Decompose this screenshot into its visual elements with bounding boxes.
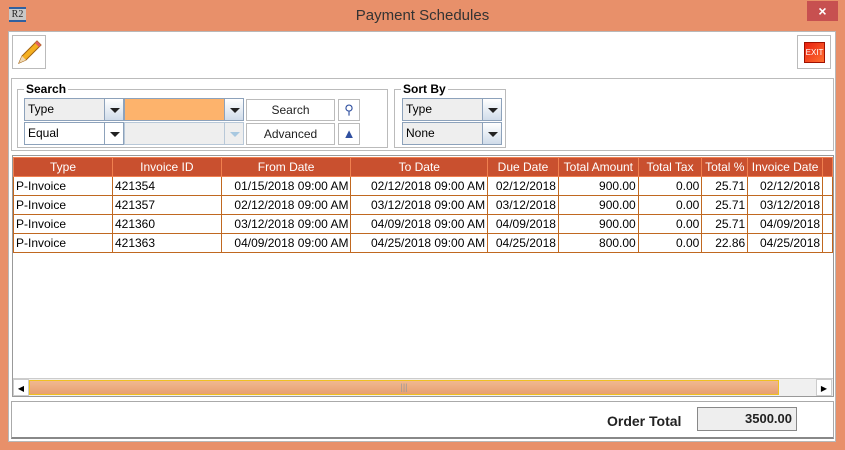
chevron-down-icon [224,123,243,144]
table-cell: 04/25/2018 [747,233,824,253]
table-cell: 03/12/2018 [487,195,559,215]
magnifier-icon[interactable]: ⚲ [338,99,360,121]
search-field-select[interactable]: Type [24,98,124,121]
close-button[interactable]: × [807,1,838,21]
table-cell: 421360 [111,214,222,234]
table-cell: 900.00 [557,195,639,215]
window-title: Payment Schedules [355,7,490,24]
column-header[interactable]: Type [13,157,113,177]
operator-value: Equal [28,126,59,140]
app-icon: R2 [9,7,26,22]
table-cell: 25.71 [701,214,749,234]
sort-order-value: None [406,126,435,140]
table-cell: 421354 [111,176,222,196]
chevron-down-icon [224,99,243,120]
table-cell: 22.86 [701,233,749,253]
column-header[interactable]: Invoice Date [747,157,824,177]
chevron-down-icon [104,99,123,120]
table-cell: 02/12/2018 [487,176,559,196]
search-value [125,99,224,120]
table-cell: 03/12/2018 09:00 AM [220,214,352,234]
table-cell: P-Invoice [13,176,113,196]
column-header[interactable]: To Date [350,157,489,177]
table-cell: 25.71 [701,195,749,215]
table-cell [822,233,833,253]
table-cell: 03/12/2018 09:00 AM [350,195,489,215]
sort-group: Sort By [394,82,506,148]
search-value-select[interactable] [124,98,244,121]
table-row[interactable]: P-Invoice 421363 04/09/2018 09:00 AM 04/25/… [13,233,833,253]
search-value2-select [124,122,244,145]
table-cell: P-Invoice [13,195,113,215]
search-value2 [125,123,224,144]
table-cell [822,195,833,215]
sort-field-value: Type [406,102,433,116]
table-cell: 04/09/2018 09:00 AM [350,214,489,234]
table-cell [822,214,833,234]
search-legend: Search [26,82,67,96]
table-cell: 0.00 [637,176,703,196]
column-header[interactable]: Total Tax [637,157,703,177]
table-cell: 04/09/2018 [487,214,559,234]
table-cell: 04/25/2018 [487,233,559,253]
table-cell: 04/09/2018 [747,214,824,234]
column-header[interactable]: From Date [220,157,352,177]
advanced-search-icon[interactable]: ▲ [338,123,360,145]
table-cell: 900.00 [557,214,639,234]
exit-button[interactable]: EXIT [797,35,831,69]
sort-legend: Sort By [403,82,446,96]
search-button[interactable]: Search [246,99,335,121]
chevron-down-icon [482,99,501,120]
chevron-down-icon [482,123,501,144]
schedule-table: Type Invoice ID From Date To Date Due Date To… [12,155,834,397]
horizontal-scrollbar[interactable]: ◀ ||| ▶ [13,378,833,396]
table-cell: 800.00 [557,233,639,253]
table-cell: 02/12/2018 09:00 AM [220,195,352,215]
filter-panel [11,78,834,151]
table-cell: 0.00 [637,214,703,234]
table-cell: 900.00 [557,176,639,196]
table-cell: 01/15/2018 09:00 AM [220,176,352,196]
chevron-down-icon [104,123,123,144]
column-header[interactable]: Invoice ID [111,157,222,177]
table-cell: 04/25/2018 09:00 AM [350,233,489,253]
table-cell: 421363 [111,233,222,253]
column-header[interactable] [822,157,833,177]
search-field-value: Type [28,102,55,116]
table-cell: 0.00 [637,195,703,215]
table-cell: 0.00 [637,233,703,253]
table-cell: 421357 [111,195,222,215]
sort-field-select[interactable]: Type [402,98,502,121]
scroll-left-icon[interactable]: ◀ [13,379,29,396]
table-cell: P-Invoice [13,233,113,253]
pencil-icon [18,40,42,64]
column-header[interactable]: Total % [701,157,749,177]
sort-order-select[interactable]: None [402,122,502,145]
table-cell: 04/09/2018 09:00 AM [220,233,352,253]
table-row[interactable]: P-Invoice 421357 02/12/2018 09:00 AM 03/12/… [13,195,833,215]
column-header[interactable]: Total Amount [557,157,639,177]
footer-panel [11,401,834,439]
order-total-label: Order Total [607,413,682,429]
order-total-value: 3500.00 [697,407,797,431]
title-bar: R2 Payment Schedules × [0,0,845,31]
table-cell: 25.71 [701,176,749,196]
table-row[interactable]: P-Invoice 421354 01/15/2018 09:00 AM 02/12/… [13,176,833,196]
table-cell: P-Invoice [13,214,113,234]
advanced-button[interactable]: Advanced [246,123,335,145]
table-cell: 02/12/2018 09:00 AM [350,176,489,196]
scroll-thumb[interactable]: ||| [29,380,779,395]
table-cell: 02/12/2018 [747,176,824,196]
operator-select[interactable]: Equal [24,122,124,145]
exit-icon: EXIT [804,42,825,63]
table-cell [822,176,833,196]
scroll-right-icon[interactable]: ▶ [816,379,832,396]
search-group: Search [17,82,388,148]
table-cell: 03/12/2018 [747,195,824,215]
edit-button[interactable] [12,35,46,69]
column-header[interactable]: Due Date [487,157,559,177]
table-row[interactable]: P-Invoice 421360 03/12/2018 09:00 AM 04/09/… [13,214,833,234]
